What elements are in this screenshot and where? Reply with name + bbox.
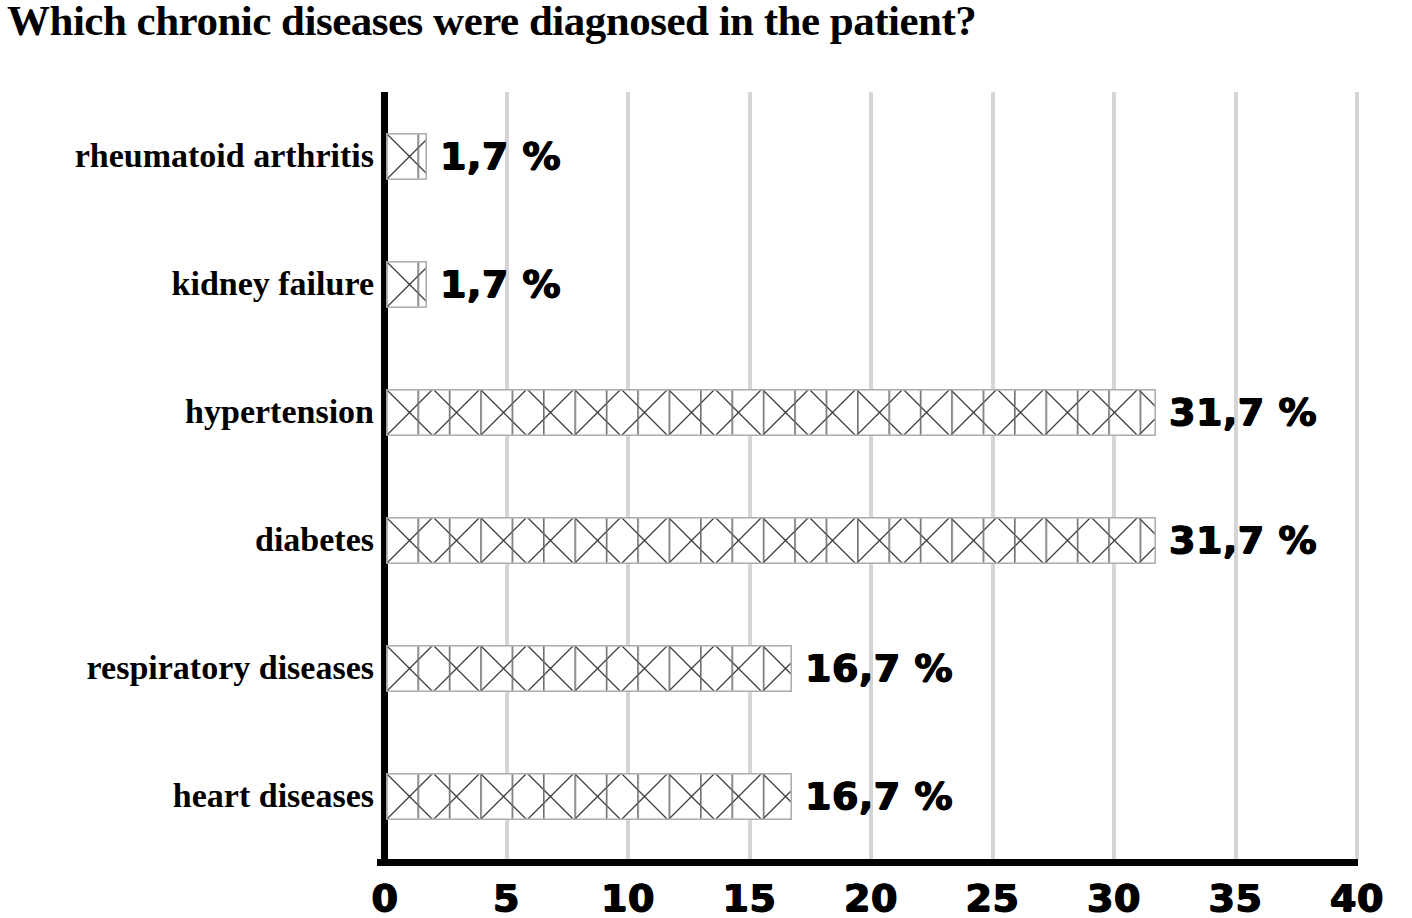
category-label: respiratory diseases <box>0 644 374 692</box>
x-tick-label: 15 <box>690 876 810 918</box>
gridline <box>505 92 509 860</box>
bar <box>386 261 427 308</box>
bar <box>386 389 1156 436</box>
category-label: hypertension <box>0 388 374 436</box>
x-tick-label: 0 <box>325 876 445 918</box>
category-label: heart diseases <box>0 772 374 820</box>
gridline <box>869 92 873 860</box>
x-tick-label: 35 <box>1176 876 1296 918</box>
gridline <box>1355 92 1359 860</box>
category-label: rheumatoid arthritis <box>0 132 374 180</box>
x-tick-label: 25 <box>933 876 1053 918</box>
category-label: diabetes <box>0 516 374 564</box>
x-axis-line <box>377 859 1358 866</box>
gridline <box>1112 92 1116 860</box>
category-label: kidney failure <box>0 260 374 308</box>
bar <box>386 517 1156 564</box>
bar <box>386 133 427 180</box>
bar <box>386 645 792 692</box>
value-label: 16,7 % <box>805 644 953 692</box>
x-tick-label: 5 <box>447 876 567 918</box>
value-label: 1,7 % <box>440 132 561 180</box>
bar-chart: Which chronic diseases were diagnosed in… <box>0 0 1412 918</box>
gridline <box>1234 92 1238 860</box>
gridline <box>748 92 752 860</box>
x-tick-label: 10 <box>568 876 688 918</box>
value-label: 16,7 % <box>805 772 953 820</box>
x-tick-label: 20 <box>811 876 931 918</box>
bar <box>386 773 792 820</box>
gridline <box>991 92 995 860</box>
gridline <box>626 92 630 860</box>
value-label: 31,7 % <box>1169 516 1317 564</box>
chart-title: Which chronic diseases were diagnosed in… <box>7 0 976 45</box>
value-label: 31,7 % <box>1169 388 1317 436</box>
x-tick-label: 30 <box>1054 876 1174 918</box>
y-axis-line <box>381 92 388 866</box>
x-tick-label: 40 <box>1297 876 1412 918</box>
value-label: 1,7 % <box>440 260 561 308</box>
